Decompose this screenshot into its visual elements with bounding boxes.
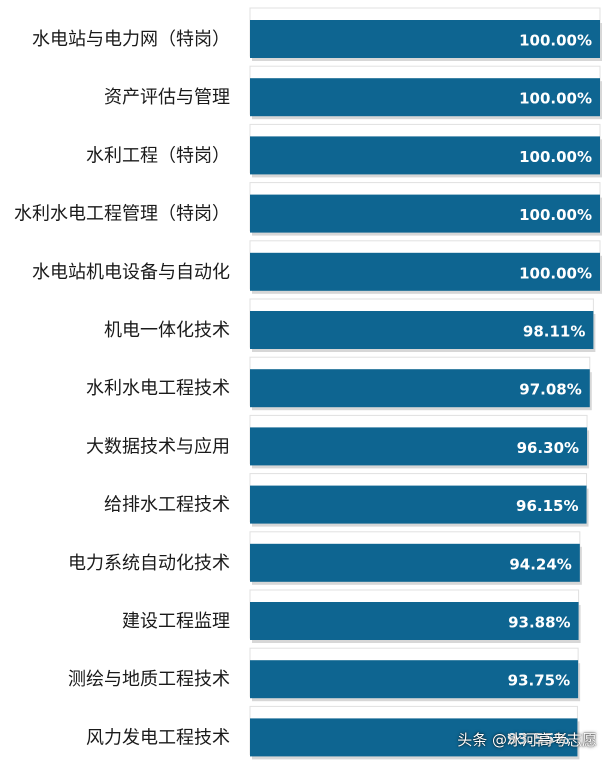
bar <box>250 78 600 117</box>
value-label: 93.75% <box>508 672 570 690</box>
category-label: 资产评估与管理 <box>104 87 230 108</box>
value-label: 100.00% <box>519 206 592 224</box>
value-label: 96.15% <box>516 497 578 515</box>
value-label: 93.55% <box>507 730 569 748</box>
bar <box>250 427 588 466</box>
bars-layer: 水电站与电力网（特岗） 100.00% 资产评估与管理 100.00% 水利工程（特岗）… <box>14 7 602 760</box>
bar <box>250 660 579 699</box>
bar <box>250 311 594 349</box>
category-label: 水电站与电力网（特岗） <box>32 29 230 50</box>
category-label: 机电一体化技术 <box>104 320 230 341</box>
category-label: 大数据技术与应用 <box>86 436 230 457</box>
category-label: 水利水电工程管理（特岗） <box>14 204 230 225</box>
category-label: 水利工程（特岗） <box>86 145 230 166</box>
bar <box>250 20 600 58</box>
category-label: 风力发电工程技术 <box>86 727 230 748</box>
category-label: 建设工程监理 <box>122 611 230 632</box>
value-label: 100.00% <box>519 148 592 166</box>
category-label: 给排水工程技术 <box>104 495 230 516</box>
bar <box>250 543 580 582</box>
bar <box>250 602 579 640</box>
category-label: 水利水电工程技术 <box>86 378 230 399</box>
category-label: 测绘与地质工程技术 <box>68 669 230 690</box>
value-label: 96.30% <box>517 439 579 457</box>
value-label: 93.88% <box>508 614 570 632</box>
value-label: 97.08% <box>519 381 581 399</box>
bar <box>250 194 600 233</box>
bar <box>250 369 590 408</box>
bar <box>250 136 600 175</box>
value-label: 100.00% <box>519 32 592 50</box>
value-label: 100.00% <box>519 264 592 282</box>
watermark-text: 头条 @冰河高考志愿 <box>457 731 597 749</box>
bar <box>250 485 587 524</box>
value-label: 94.24% <box>509 555 571 573</box>
bar <box>250 718 578 757</box>
value-label: 98.11% <box>523 323 585 341</box>
value-label: 100.00% <box>519 90 592 108</box>
category-label: 电力系统自动化技术 <box>68 553 230 574</box>
category-label: 水电站机电设备与自动化 <box>32 262 230 283</box>
bar <box>250 252 600 291</box>
